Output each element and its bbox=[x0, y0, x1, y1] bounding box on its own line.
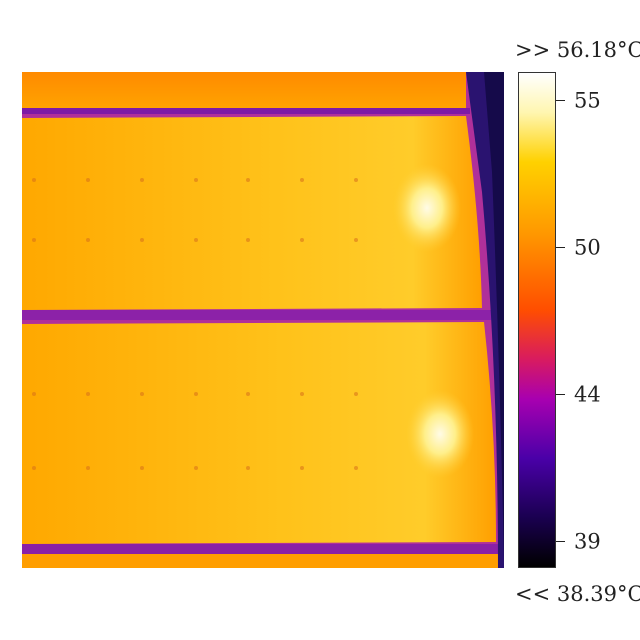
top-panel-strip bbox=[22, 72, 466, 108]
tick-mark-50 bbox=[556, 247, 565, 248]
tick-mark-55 bbox=[556, 100, 565, 101]
tick-mark-44 bbox=[556, 394, 565, 395]
solar-panel-upper bbox=[22, 116, 482, 310]
tick-mark-39 bbox=[556, 541, 565, 542]
min-temperature-label: << 38.39°C bbox=[515, 582, 640, 606]
tick-label-50: 50 bbox=[574, 235, 601, 260]
color-scale-bar bbox=[518, 72, 556, 568]
tick-label-39: 39 bbox=[574, 529, 601, 554]
solar-panel-lower bbox=[22, 322, 496, 544]
tick-label-44: 44 bbox=[574, 382, 601, 407]
hotspot-lower bbox=[406, 390, 474, 478]
hotspot-upper bbox=[393, 164, 461, 252]
tick-label-55: 55 bbox=[574, 88, 601, 113]
max-temperature-label: >> 56.18°C bbox=[515, 38, 640, 62]
thermal-image bbox=[22, 72, 504, 568]
